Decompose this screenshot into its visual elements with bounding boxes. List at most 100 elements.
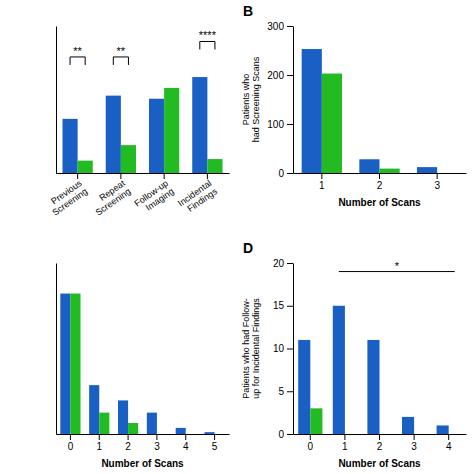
bar [310,408,322,434]
bar [414,434,426,435]
significance-label: * [395,260,400,272]
bar [99,413,109,434]
axis-line [293,27,294,174]
tick-label: 0 [308,441,314,452]
tick-label: 15 [273,300,285,311]
bar-series [310,408,322,434]
tick-label: 20 [273,258,285,269]
bar [380,169,400,173]
tick-label: 200 [267,70,284,81]
tick-label: 2 [125,441,131,452]
panel: 1230100200300BNumber of ScansPatients wh… [241,3,467,208]
bar [298,340,310,434]
tick-mark [287,26,293,27]
panel-title: D [243,240,253,256]
tick-mark [70,434,71,440]
bar-series [60,294,214,434]
bar-series [322,74,400,173]
plot-area [302,49,438,173]
tick-label: 5 [278,386,284,397]
x-axis: 1 2 3 [294,173,467,191]
significance-bracket [113,57,128,65]
tick-label: 5 [212,441,218,452]
tick-mark [310,434,311,440]
bar-series [78,88,223,173]
tick-label: 300 [267,21,284,32]
tick-mark [287,124,293,125]
tick: 300 [267,21,293,32]
bar-series [298,306,449,434]
significance-label: ** [117,45,126,57]
tick: 1 [342,434,348,452]
tick-mark [185,434,186,440]
bar [359,159,379,173]
x-axis: 01234 [294,434,467,452]
tick: 5 [212,434,218,452]
bar [437,173,457,174]
bar [149,99,164,173]
tick: 2 [377,173,383,191]
bar-series [62,77,207,173]
plot-area [298,272,455,434]
tick-label: 0 [68,441,74,452]
tick-mark [287,75,293,76]
y-axis-title: Patients who had Follow-up for Incidenta… [241,298,261,399]
x-axis-title: Number of Scans [101,458,184,469]
bar [345,434,357,435]
tick: 15 [273,300,293,311]
tick-mark [344,434,345,440]
axis-line [293,264,294,435]
tick: 3 [434,173,440,191]
bar [89,385,99,434]
bar [164,88,179,173]
panel-title: B [243,3,253,19]
x-axis-title: Number of Scans [338,458,421,469]
bar [192,77,207,173]
tick: 1 [319,173,325,191]
tick: 10 [273,343,293,354]
tick-label: 3 [411,441,417,452]
significance-label: **** [199,29,217,41]
tick: 4 [183,434,189,452]
panel: 0123405101520DNumber of ScansPatients wh… [241,240,467,469]
significance-label: ** [73,45,82,57]
tick-label: 10 [273,343,285,354]
bar [147,413,157,434]
bar [322,74,342,173]
tick-label: 0 [278,168,284,179]
tick-label: 0 [278,429,284,440]
bar [121,145,136,173]
significance-bracket [200,41,215,49]
bar [204,432,214,434]
tick: 1 [96,434,102,452]
tick-label: 1 [342,441,348,452]
x-axis: PreviousScreeningRepeatScreeningFollow-u… [45,173,230,218]
y-axis-title-line: Patients who had Follow- [241,298,251,399]
tick: 20 [273,258,293,269]
bar-series [302,49,438,173]
bar [176,428,186,434]
tick-mark [128,434,129,440]
tick-label: 2 [377,180,383,191]
tick-mark [287,306,293,307]
axis-line [57,173,230,174]
tick-label: 1 [319,180,325,191]
tick-mark [379,173,380,179]
bar [62,119,77,173]
bar [118,400,128,434]
tick-mark [214,434,215,440]
annotations: ******** [73,29,216,56]
tick-label: 3 [434,180,440,191]
plot-area [60,294,214,434]
tick-mark [156,434,157,440]
bar-series [70,294,138,434]
bar [417,167,437,173]
bar [402,417,414,434]
y-axis-title-line: up for Incidental Findings [251,298,261,399]
bar [157,434,167,435]
tick-label: RepeatScreening [88,178,133,218]
tick: 3 [411,434,417,452]
panel: 012345Number of Scans [57,264,230,470]
tick-mark [287,434,293,435]
y-axis-title-line: Patients who [241,74,251,126]
